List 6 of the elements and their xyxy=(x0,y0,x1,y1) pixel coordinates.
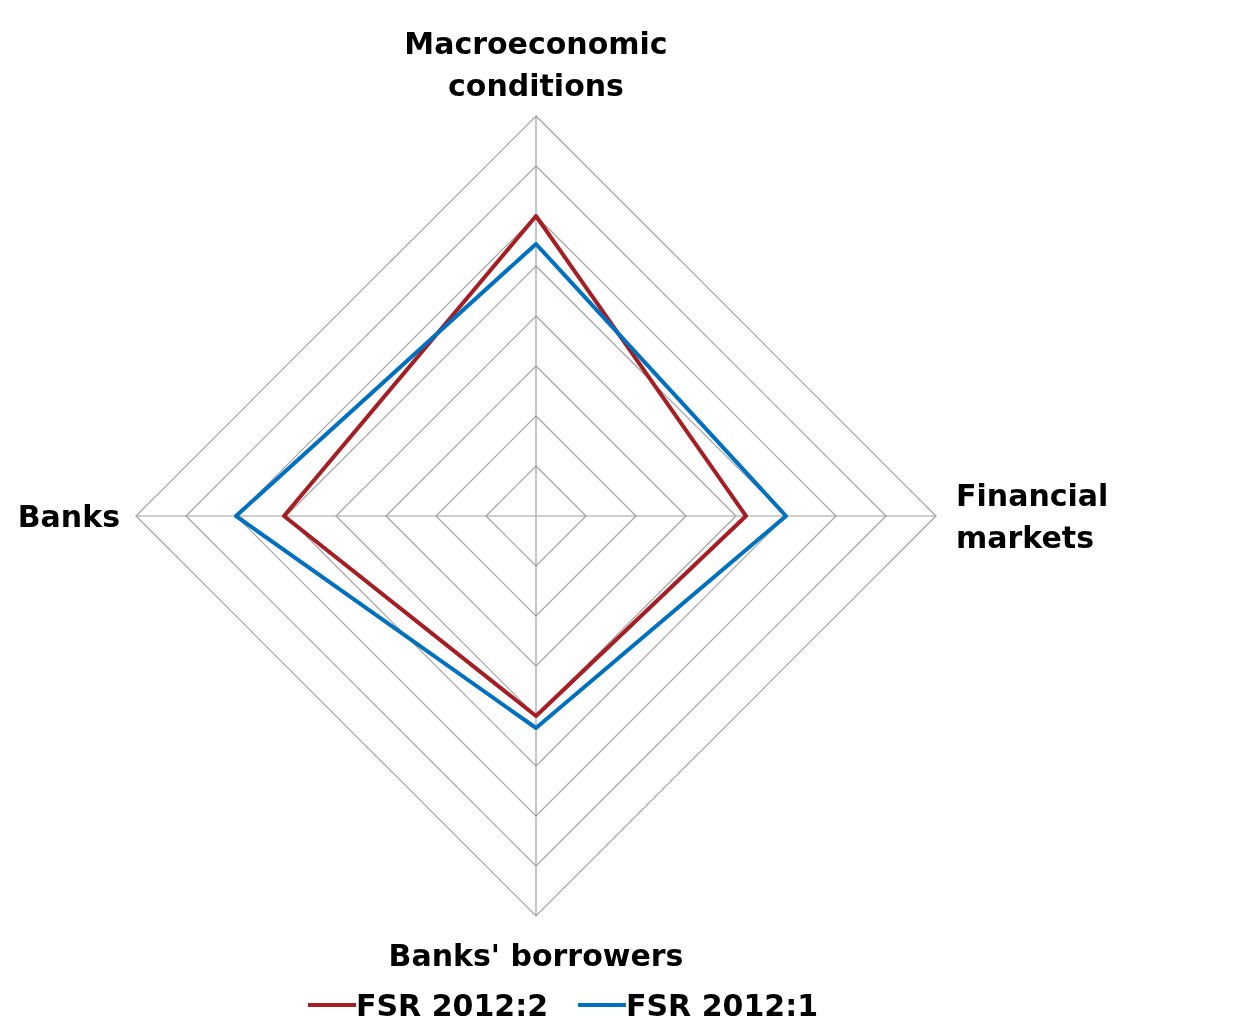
spoke-label: Financial markets xyxy=(956,478,1109,555)
spoke-label: Banks' borrowers xyxy=(388,938,684,973)
spoke-label: Banks xyxy=(17,499,120,534)
spoke-label: Macroeconomic conditions xyxy=(404,26,668,103)
legend-label: FSR 2012:2 xyxy=(356,988,549,1023)
legend-label: FSR 2012:1 xyxy=(626,988,819,1023)
